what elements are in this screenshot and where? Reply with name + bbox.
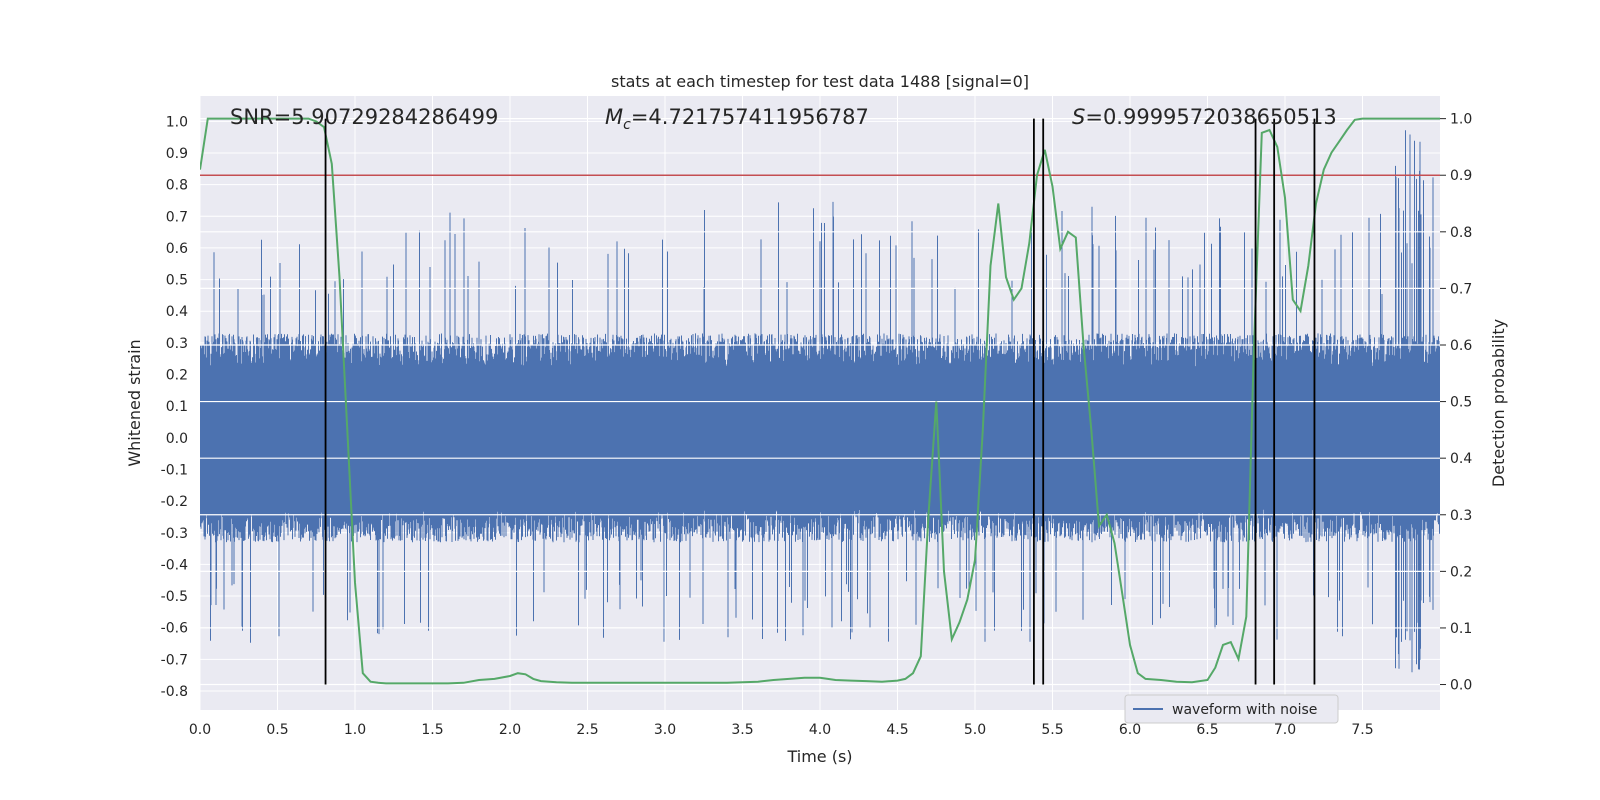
y-tick-label: -0.3 (161, 526, 188, 542)
x-tick-label: 2.0 (499, 722, 521, 738)
x-tick-label: 3.5 (731, 722, 753, 738)
y2-tick-label: 0.2 (1450, 564, 1472, 580)
y-tick-label: 0.4 (166, 304, 188, 320)
mc-symbol: M (605, 105, 623, 129)
vertical-lines (324, 118, 1316, 685)
x-tick-label: 2.5 (576, 722, 598, 738)
y-tick-label: -0.8 (161, 684, 188, 700)
probability-line (200, 117, 1440, 685)
y-tick-label: -0.1 (161, 462, 188, 478)
probability-series (200, 117, 1440, 685)
y-tick-label: -0.5 (161, 589, 188, 605)
x-tick-label: 7.0 (1274, 722, 1296, 738)
y-tick-label: -0.6 (161, 621, 188, 637)
y2-grid-lines (200, 118, 1440, 686)
y-tick-label: 0.8 (166, 178, 188, 194)
legend-entry: waveform with noise (1172, 702, 1317, 718)
y-tick-label: 0.5 (166, 273, 188, 289)
y-tick-label: 0.3 (166, 336, 188, 352)
x-tick-label: 6.0 (1119, 722, 1141, 738)
y2-tick-label: 0.6 (1450, 338, 1472, 354)
y2-tick-label: 0.0 (1450, 678, 1472, 694)
y2-tick-label: 0.7 (1450, 281, 1472, 297)
y-tick-label: 0.9 (166, 146, 188, 162)
y2-tick-label: 0.9 (1450, 168, 1472, 184)
y2-tick-label: 0.5 (1450, 395, 1472, 411)
y-tick-label: 0.1 (166, 399, 188, 415)
x-tick-label: 5.5 (1041, 722, 1063, 738)
x-tick-label: 4.0 (809, 722, 831, 738)
chart-title: stats at each timestep for test data 148… (611, 72, 1029, 91)
y-tick-label: 0.0 (166, 431, 188, 447)
x-tick-label: 1.0 (344, 722, 366, 738)
x-tick-label: 1.5 (421, 722, 443, 738)
mc-subscript: c (623, 117, 631, 133)
y2-tick-label: 0.4 (1450, 451, 1472, 467)
s-annotation: S=0.9999572038650513 (1072, 105, 1337, 129)
x-tick-labels: 0.0 0.5 1.0 1.5 2.0 2.5 3.0 3.5 4.0 4.5 5.0 5.5 6.0 6… (189, 722, 1374, 738)
x-tick-label: 5.0 (964, 722, 986, 738)
waveform-trace (200, 130, 1440, 673)
x-tick-label: 0.0 (189, 722, 211, 738)
s-symbol: S (1072, 105, 1085, 129)
snr-annotation: SNR=5.90729284286499 (230, 105, 498, 129)
y2-tick-label: 0.8 (1450, 225, 1472, 241)
y-tick-label: -0.4 (161, 557, 188, 573)
x-tick-label: 0.5 (266, 722, 288, 738)
y-tick-label: -0.7 (161, 652, 188, 668)
y-tick-label: -0.2 (161, 494, 188, 510)
y2-tick-label: 0.1 (1450, 621, 1472, 637)
y-axis-label: Whitened strain (125, 339, 144, 466)
x-tick-label: 6.5 (1196, 722, 1218, 738)
y-tick-label: 0.2 (166, 368, 188, 384)
y2-tick-labels: 1.0 0.9 0.8 0.7 0.6 0.5 0.4 0.3 0.2 0.1 0.0 (1440, 112, 1472, 694)
waveform-series (200, 130, 1440, 673)
x-tick-label: 4.5 (886, 722, 908, 738)
y2-tick-label: 0.3 (1450, 508, 1472, 524)
s-value: =0.9999572038650513 (1085, 105, 1336, 129)
mc-value: =4.721757411956787 (631, 105, 869, 129)
legend-box (1124, 694, 1339, 724)
x-axis-label: Time (s) (786, 747, 852, 766)
y-tick-label: 0.7 (166, 209, 188, 225)
legend: waveform with noise (1124, 694, 1339, 724)
y2-tick-label: 1.0 (1450, 112, 1472, 128)
y-tick-label: 0.6 (166, 241, 188, 257)
y2-axis-label: Detection probability (1489, 319, 1508, 487)
y-tick-labels: 1.0 0.9 0.8 0.7 0.6 0.5 0.4 0.3 0.2 0.1 0.0 -0.1 -0.… (161, 114, 188, 700)
y-tick-label: 1.0 (166, 114, 188, 130)
x-tick-label: 7.5 (1351, 722, 1373, 738)
x-tick-label: 3.0 (654, 722, 676, 738)
mc-annotation: Mc=4.721757411956787 (605, 105, 869, 133)
